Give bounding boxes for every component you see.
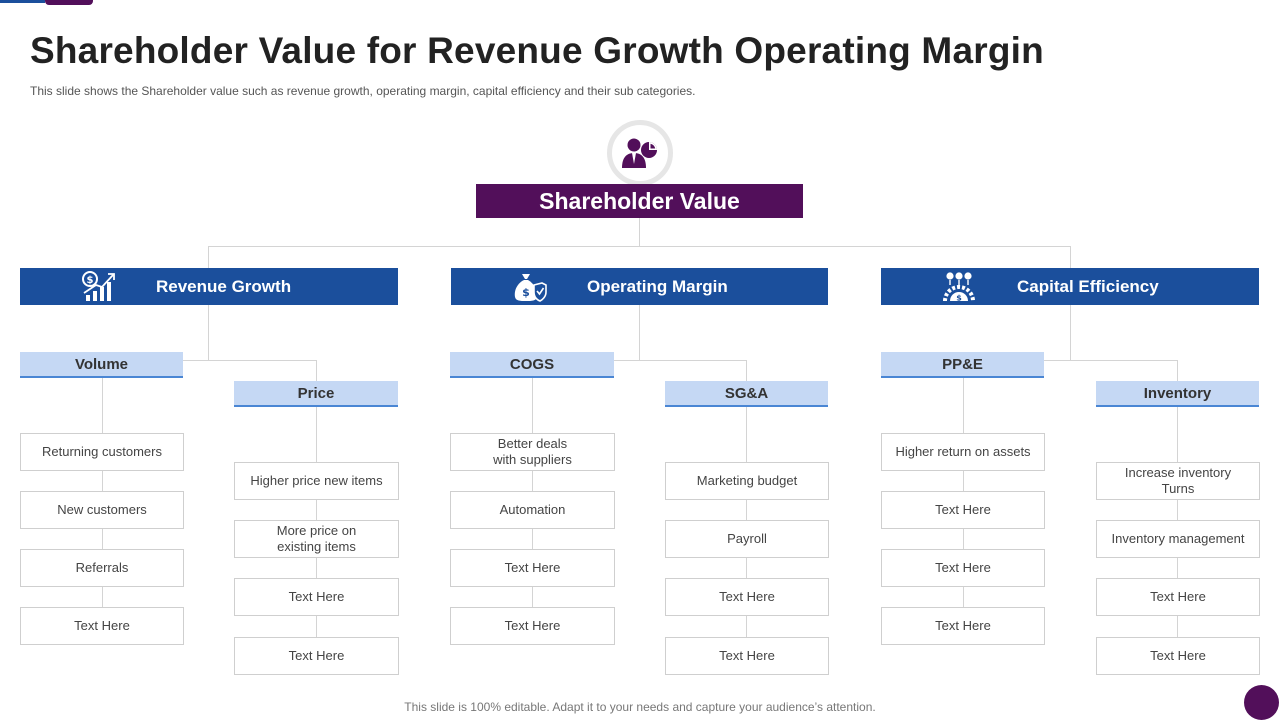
- list-item: Text Here: [20, 607, 184, 645]
- connector: [532, 360, 747, 361]
- category-revenue-growth: $ Revenue Growth: [20, 268, 398, 305]
- list-item: Marketing budget: [665, 462, 829, 500]
- connector: [316, 360, 317, 381]
- svg-text:$: $: [87, 275, 94, 286]
- connector-cat-1: [208, 246, 209, 268]
- connector-cat-3: [1070, 246, 1071, 268]
- list-item: Referrals: [20, 549, 184, 587]
- subcategory-cogs: COGS: [450, 352, 614, 378]
- list-item: More price on existing items: [234, 520, 399, 558]
- list-item: Automation: [450, 491, 615, 529]
- connector: [746, 360, 747, 381]
- list-item: Better deals with suppliers: [450, 433, 615, 471]
- list-item: Text Here: [881, 549, 1045, 587]
- footer-note: This slide is 100% editable. Adapt it to…: [404, 700, 876, 714]
- list-item: Text Here: [881, 607, 1045, 645]
- category-label: Capital Efficiency: [1017, 277, 1159, 296]
- connector: [208, 305, 209, 360]
- list-item: Text Here: [1096, 578, 1260, 616]
- category-label: Revenue Growth: [156, 277, 292, 296]
- category-operating-margin: $ Operating Margin: [451, 268, 828, 305]
- list-item: Text Here: [234, 578, 399, 616]
- money-bag-shield-icon: $: [514, 274, 547, 302]
- subcategory-price: Price: [234, 381, 398, 407]
- svg-text:$: $: [956, 294, 962, 303]
- category-capital-efficiency: $ Capital Efficiency: [881, 268, 1259, 305]
- gear-dollar-icon: $: [943, 272, 975, 303]
- connector-branch: [208, 246, 1071, 247]
- investor-icon: [622, 138, 657, 168]
- dollar-growth-chart-icon: $: [82, 271, 115, 301]
- list-item: Increase inventory Turns: [1096, 462, 1260, 500]
- list-item: Returning customers: [20, 433, 184, 471]
- root-box: Shareholder Value: [476, 184, 803, 218]
- connector: [102, 360, 316, 361]
- root-icon-circle: [607, 120, 673, 186]
- slide-title: Shareholder Value for Revenue Growth Ope…: [30, 30, 1044, 71]
- subcategory-ppe: PP&E: [881, 352, 1044, 378]
- connector: [639, 305, 640, 360]
- subcategory-sga: SG&A: [665, 381, 828, 407]
- connector: [1177, 360, 1178, 381]
- list-item: Text Here: [881, 491, 1045, 529]
- connector-root: [639, 218, 640, 247]
- corner-decoration: [1244, 685, 1279, 720]
- list-item: Higher return on assets: [881, 433, 1045, 471]
- subcategory-inventory: Inventory: [1096, 381, 1259, 407]
- list-item: Text Here: [1096, 637, 1260, 675]
- list-item: Payroll: [665, 520, 829, 558]
- svg-text:$: $: [522, 286, 530, 299]
- list-item: Text Here: [450, 549, 615, 587]
- slide-subtitle: This slide shows the Shareholder value s…: [30, 84, 696, 98]
- connector: [1070, 305, 1071, 360]
- list-item: New customers: [20, 491, 184, 529]
- list-item: Text Here: [450, 607, 615, 645]
- connector: [963, 360, 1177, 361]
- list-item: Text Here: [234, 637, 399, 675]
- top-accent-tab: [45, 0, 93, 5]
- list-item: Text Here: [665, 637, 829, 675]
- list-item: Inventory management: [1096, 520, 1260, 558]
- top-accent-bar: [0, 0, 45, 3]
- list-item: Higher price new items: [234, 462, 399, 500]
- root-label: Shareholder Value: [539, 187, 740, 214]
- subcategory-volume: Volume: [20, 352, 183, 378]
- list-item: Text Here: [665, 578, 829, 616]
- category-label: Operating Margin: [587, 277, 728, 296]
